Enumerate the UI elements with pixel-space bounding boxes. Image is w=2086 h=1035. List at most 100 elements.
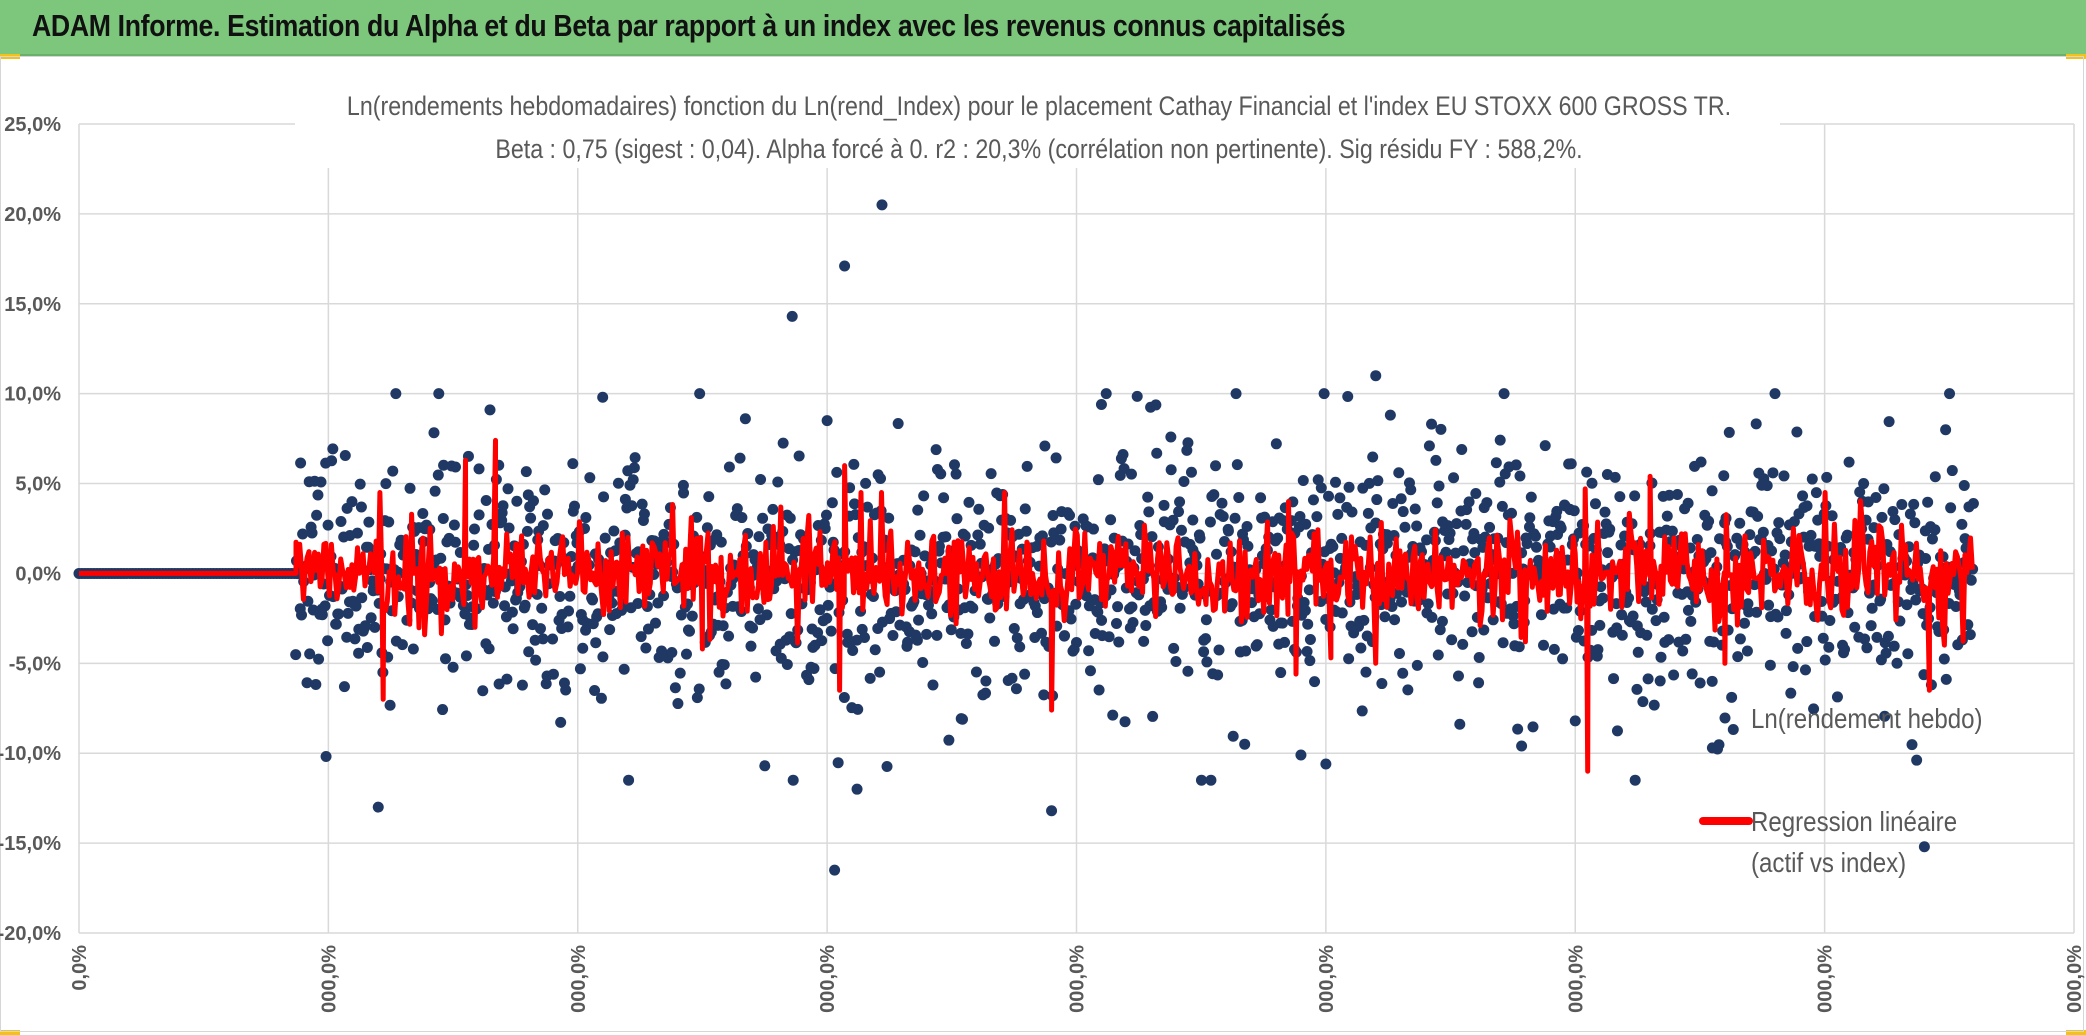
data-point (477, 685, 489, 697)
data-point (511, 495, 523, 507)
data-point (1821, 471, 1833, 483)
data-point (1473, 677, 1485, 689)
data-point (772, 476, 784, 488)
data-point (678, 487, 690, 499)
data-point (1929, 471, 1941, 483)
data-point (468, 539, 480, 551)
data-point (468, 523, 480, 535)
data-point (1946, 465, 1958, 477)
y-tick-label: -5,0% (9, 653, 61, 675)
data-point (1356, 705, 1368, 717)
data-point (1208, 489, 1220, 501)
data-point (1167, 514, 1179, 526)
data-point (1174, 496, 1186, 508)
data-point (580, 512, 592, 524)
data-point (945, 624, 957, 636)
data-point (1801, 636, 1813, 648)
data-point (1918, 841, 1930, 853)
data-point (1682, 604, 1694, 616)
legend: Ln(rendement hebdo) Regression linéaire … (1699, 702, 1983, 878)
data-point (322, 635, 334, 647)
data-point (365, 612, 377, 624)
data-point (502, 483, 514, 495)
data-point (560, 684, 572, 696)
data-point (523, 646, 535, 658)
data-point (703, 491, 715, 503)
data-point (635, 631, 647, 643)
data-point (473, 509, 485, 521)
data-point (534, 623, 546, 635)
data-point (426, 595, 438, 607)
data-point (1870, 492, 1882, 504)
data-point (1524, 512, 1536, 524)
data-point (1512, 723, 1524, 735)
data-point (1910, 594, 1922, 606)
data-point (539, 484, 551, 496)
data-point (1084, 665, 1096, 677)
data-point (1658, 611, 1670, 623)
data-point (1255, 492, 1267, 504)
data-point (1646, 603, 1658, 615)
data-point (1045, 536, 1057, 548)
data-point (1011, 632, 1023, 644)
data-point (1156, 601, 1168, 613)
data-point (1411, 659, 1423, 671)
data-point (1229, 512, 1241, 524)
data-point (1922, 496, 1934, 508)
data-point (1510, 459, 1522, 471)
data-point (1367, 451, 1379, 463)
data-point (1611, 725, 1623, 737)
corner-accent-bottom-left (0, 1030, 20, 1035)
data-point (1849, 621, 1861, 633)
data-point (1627, 610, 1639, 622)
data-point (349, 633, 361, 645)
x-tick-label: 000,0% (1565, 945, 1587, 1013)
data-point (589, 684, 601, 696)
data-point (1021, 460, 1033, 472)
data-point (1599, 506, 1611, 518)
data-point (1343, 481, 1355, 493)
data-point (1239, 738, 1251, 750)
data-point (672, 698, 684, 710)
data-point (956, 713, 968, 725)
data-point (384, 699, 396, 711)
data-point (1397, 506, 1409, 518)
data-point (826, 497, 838, 509)
data-point (1138, 635, 1150, 647)
data-point (1036, 530, 1048, 542)
data-point (1694, 677, 1706, 689)
data-point (686, 610, 698, 622)
data-point (926, 608, 938, 620)
data-point (640, 642, 652, 654)
data-point (1379, 611, 1391, 623)
data-point (595, 692, 607, 704)
data-point (449, 536, 461, 548)
data-point (592, 608, 604, 620)
data-point (1307, 494, 1319, 506)
data-point (1127, 617, 1139, 629)
data-point (1371, 494, 1383, 506)
data-point (1387, 497, 1399, 509)
data-point (1195, 774, 1207, 786)
chart-title: Ln(rendements hebdomadaires) fonction du… (347, 91, 1731, 121)
data-point (1791, 426, 1803, 438)
data-point (1087, 523, 1099, 535)
data-point (1343, 653, 1355, 665)
data-point (927, 679, 939, 691)
data-point (1663, 634, 1675, 646)
data-point (483, 643, 495, 655)
data-point (1680, 633, 1692, 645)
data-point (1481, 497, 1493, 509)
data-point (1484, 521, 1496, 533)
data-point (626, 500, 638, 512)
data-point (1732, 651, 1744, 663)
series-points (73, 199, 1979, 876)
data-point (723, 630, 735, 642)
data-point (587, 594, 599, 606)
data-point (1050, 452, 1062, 464)
y-tick-label: 25,0% (4, 114, 61, 136)
data-point (680, 648, 692, 660)
data-point (723, 461, 735, 473)
data-point (1539, 440, 1551, 452)
data-point (437, 513, 449, 525)
